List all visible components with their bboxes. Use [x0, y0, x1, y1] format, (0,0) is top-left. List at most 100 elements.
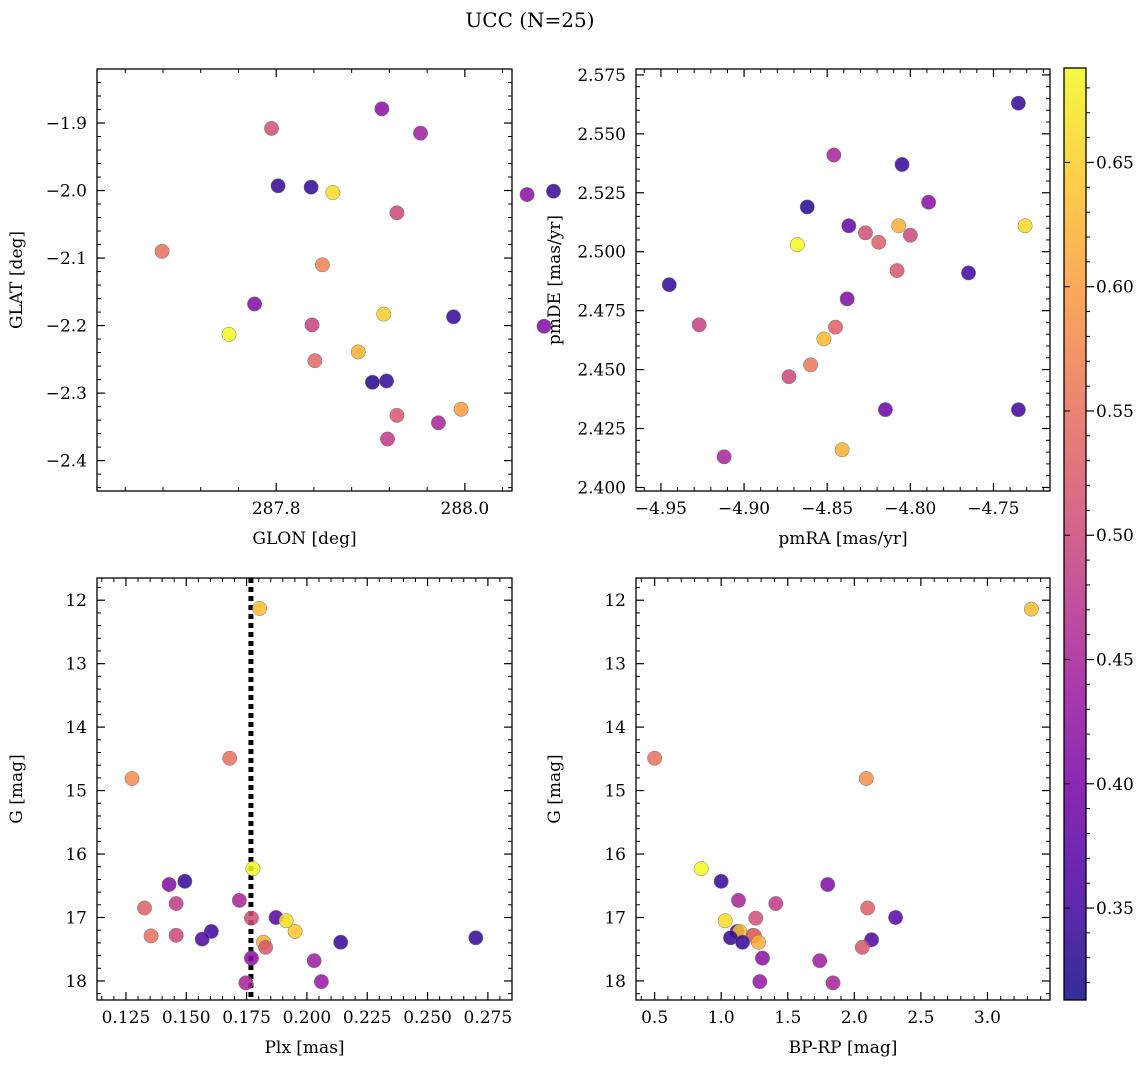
colorbar-tick-label: 0.65 [1096, 153, 1134, 173]
scatter-point [717, 913, 733, 929]
scatter-point [752, 974, 768, 990]
scatter-point [834, 442, 850, 458]
scatter-point [755, 950, 770, 966]
scatter-point [826, 147, 842, 163]
scatter-point [799, 199, 815, 215]
y-tick-label: −2.3 [46, 384, 87, 404]
y-tick-label: 2.525 [577, 184, 626, 204]
x-tick-label: 1.5 [774, 1008, 801, 1028]
scatter-point [921, 194, 937, 210]
y-tick-label: −2.2 [46, 317, 87, 337]
colorbar-tick-label: 0.50 [1096, 526, 1134, 546]
scatter-point [243, 950, 259, 966]
axes-frame [96, 577, 513, 1001]
scatter-point [376, 306, 392, 322]
x-tick-label: 0.5 [641, 1008, 668, 1028]
scatter-point [828, 319, 843, 335]
scatter-point [768, 896, 784, 911]
scatter-point [888, 910, 904, 925]
scatter-point [430, 415, 446, 431]
scatter-point [894, 157, 910, 172]
scatter-point [812, 953, 828, 969]
scatter-point [364, 374, 380, 390]
y-tick-label: 2.450 [577, 361, 626, 381]
scatter-point [858, 771, 874, 786]
x-tick-label: −4.75 [967, 499, 1019, 519]
panel-pm: −4.95 −4.90 −4.85 −4.80 −4.75 2.400 2.425 2.450… [545, 66, 1051, 549]
axes-frame [96, 68, 513, 492]
y-tick-label: −2.1 [46, 249, 87, 269]
scatter-point [124, 771, 140, 786]
y-tick-label: 13 [65, 655, 87, 675]
x-axis-label: BP-RP [mag] [789, 1038, 898, 1058]
scatter-point [168, 927, 184, 943]
y-axis-label: G [mag] [545, 754, 565, 823]
x-tick-label: 0.225 [343, 1008, 392, 1028]
scatter-point [693, 861, 709, 877]
figure-title: UCC (N=25) [465, 8, 594, 32]
x-axis-label: pmRA [mas/yr] [778, 529, 907, 549]
y-tick-label: 2.475 [577, 302, 626, 322]
scatter-point [825, 975, 841, 991]
scatter-point [194, 931, 210, 947]
y-tick-label: 15 [65, 782, 87, 802]
scatter-point [841, 218, 857, 234]
scatter-point [380, 431, 395, 447]
x-tick-label: −4.85 [801, 499, 853, 519]
scatter-point [379, 373, 395, 389]
scatter-point [304, 317, 320, 333]
y-tick-label: 18 [604, 972, 626, 992]
y-tick-label: −2.4 [46, 452, 87, 472]
x-tick-label: −4.95 [635, 499, 687, 519]
scatter-point [222, 750, 238, 766]
colorbar-tick-label: 0.55 [1096, 402, 1134, 422]
panel-glon-glat: 287.8 288.0 −1.9 −2.0 −2.1 −2.2 −2.3 −2.4 GLON [… [7, 68, 561, 549]
x-tick-label: 0.150 [162, 1008, 211, 1028]
scatter-point [536, 318, 552, 334]
y-tick-label: 15 [604, 782, 626, 802]
scatter-point [1010, 402, 1026, 418]
scatter-point [546, 183, 561, 199]
y-tick-label: 2.550 [577, 125, 626, 145]
scatter-point [877, 402, 893, 418]
scatter-point [961, 265, 976, 281]
x-tick-label: 0.275 [464, 1008, 513, 1028]
x-tick-label: 2.5 [907, 1008, 934, 1028]
y-tick-label: 12 [65, 591, 87, 611]
scatter-point [748, 910, 764, 926]
x-tick-label: 287.8 [252, 499, 301, 519]
scatter-point [245, 861, 261, 877]
colorbar-tick-label: 0.35 [1096, 899, 1134, 919]
y-tick-label: 16 [65, 845, 87, 865]
scatter-point [306, 953, 322, 969]
scatter-point [161, 877, 177, 892]
x-tick-label: 2.0 [841, 1008, 868, 1028]
y-tick-label: −2.0 [46, 182, 87, 202]
scatter-point [857, 225, 873, 241]
x-tick-label: −4.80 [884, 499, 936, 519]
scatter-point [713, 873, 729, 889]
scatter-point [453, 401, 469, 417]
scatter-point [751, 934, 766, 950]
scatter-point [231, 892, 247, 908]
scatter-point [247, 296, 262, 312]
y-axis-label: pmDE [mas/yr] [545, 215, 565, 345]
scatter-point [243, 910, 259, 926]
scatter-point [238, 975, 254, 991]
scatter-point [816, 331, 832, 347]
y-tick-label: 16 [604, 845, 626, 865]
x-tick-label: 1.0 [708, 1008, 735, 1028]
panel-plx-g: 0.125 0.150 0.175 0.200 0.225 0.250 0.275 12 13 1… [7, 577, 513, 1058]
scatter-point [860, 900, 876, 916]
y-tick-label: 14 [65, 718, 87, 738]
y-axis-label: GLAT [deg] [7, 231, 27, 329]
scatter-point [839, 291, 855, 307]
scatter-point [820, 877, 836, 892]
scatter-point [716, 449, 732, 465]
x-tick-label: −4.90 [718, 499, 770, 519]
scatter-point [221, 326, 237, 342]
colorbar-tick-label: 0.60 [1096, 278, 1134, 298]
scatter-point [325, 185, 341, 201]
scatter-point [902, 227, 918, 243]
colorbar-gradient [1063, 67, 1087, 1001]
